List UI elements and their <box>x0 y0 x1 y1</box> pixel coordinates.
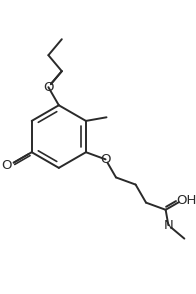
Text: O: O <box>100 153 111 166</box>
Text: OH: OH <box>176 194 196 207</box>
Text: N: N <box>163 219 173 232</box>
Text: O: O <box>2 159 12 172</box>
Text: O: O <box>43 81 54 94</box>
